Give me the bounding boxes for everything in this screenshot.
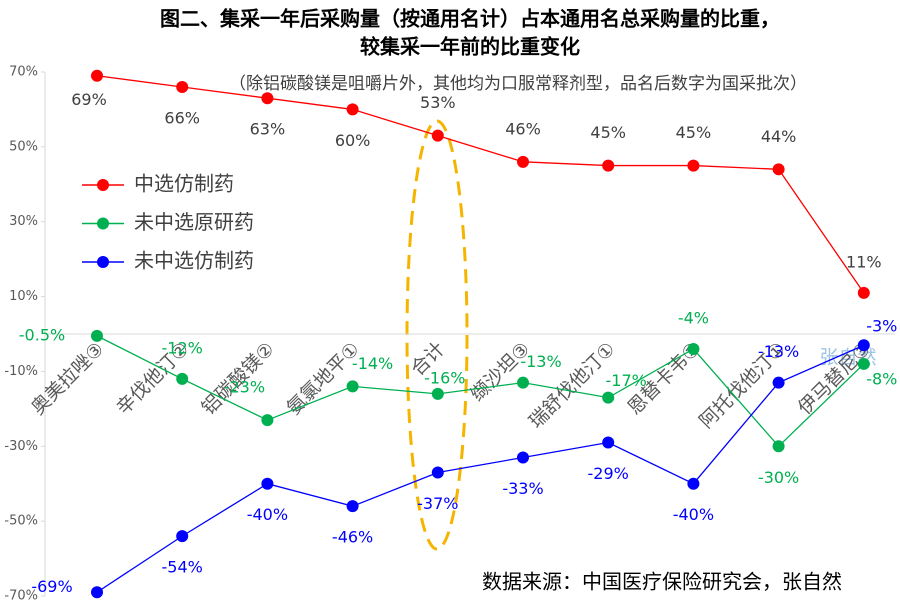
data-label: -46%	[332, 528, 373, 547]
data-label: -13%	[758, 342, 799, 361]
data-point	[857, 339, 870, 352]
data-point	[91, 329, 103, 342]
data-point	[687, 477, 700, 490]
legend-marker	[97, 256, 109, 268]
series-line	[96, 335, 865, 448]
data-point	[261, 477, 274, 490]
y-tick-label: 70%	[9, 65, 38, 80]
data-label: -33%	[502, 479, 543, 498]
data-label: -4%	[678, 308, 709, 327]
data-point	[857, 357, 870, 370]
data-label: 60%	[335, 131, 371, 150]
data-point	[517, 155, 529, 168]
x-tick-label: 奥美拉唑③	[27, 338, 108, 419]
legend-label: 未中选原研药	[134, 210, 254, 234]
data-point	[176, 80, 189, 93]
data-label: -40%	[247, 505, 288, 524]
data-label: 11%	[846, 252, 882, 271]
y-tick-label: 30%	[9, 214, 38, 229]
data-point	[602, 391, 615, 404]
data-point	[602, 159, 615, 172]
data-point	[687, 342, 700, 355]
data-label: -12%	[162, 338, 203, 357]
data-label: -69%	[31, 577, 72, 596]
data-label: 46%	[505, 119, 541, 138]
y-tick-label: -30%	[4, 439, 38, 454]
data-point	[772, 163, 785, 176]
data-point	[91, 586, 103, 599]
chart-title: 图二、集采一年后采购量（按通用名计）占本通用名总采购量的比重，	[160, 7, 780, 31]
data-label: 69%	[71, 90, 107, 109]
data-label: -30%	[758, 468, 799, 487]
legend-label: 未中选仿制药	[134, 249, 254, 273]
data-label: 45%	[590, 123, 626, 142]
data-point	[91, 69, 103, 82]
highlight-ellipse	[405, 119, 469, 551]
data-label: -8%	[866, 369, 897, 388]
data-point	[346, 500, 359, 513]
data-label: 66%	[164, 108, 200, 127]
data-label: -17%	[606, 371, 647, 390]
chart-title: 较集采一年前的比重变化	[360, 35, 580, 59]
data-point	[176, 530, 189, 543]
y-tick-label: -10%	[4, 364, 38, 379]
data-label: -3%	[866, 317, 897, 336]
x-tick-label: 缬沙坦③	[467, 338, 535, 406]
legend-marker	[97, 217, 109, 230]
data-label: 44%	[761, 127, 797, 146]
chart-subtitle: （除铝碳酸镁是咀嚼片外，其他均为口服常释剂型，品名后数字为国采批次）	[229, 74, 807, 94]
data-label: 45%	[676, 123, 712, 142]
series-line	[96, 344, 865, 593]
data-point	[431, 387, 444, 400]
data-point	[687, 159, 700, 172]
data-point	[772, 376, 785, 389]
y-tick-label: 50%	[9, 139, 38, 154]
data-point	[176, 372, 189, 385]
data-label: 53%	[420, 93, 456, 112]
data-label: -40%	[673, 505, 714, 524]
data-label: -0.5%	[19, 325, 65, 344]
data-label: -54%	[162, 558, 203, 577]
series-line	[96, 75, 865, 294]
data-point	[517, 376, 529, 389]
y-tick-label: 10%	[9, 289, 38, 304]
data-point	[431, 466, 444, 479]
data-point	[857, 286, 870, 299]
data-point	[772, 440, 785, 453]
data-point	[261, 92, 274, 105]
data-label: -13%	[520, 352, 561, 371]
data-label: 63%	[250, 120, 286, 139]
y-tick-label: -70%	[4, 589, 38, 604]
legend-marker	[97, 179, 109, 191]
data-point	[431, 129, 444, 142]
data-point	[517, 451, 529, 464]
data-label: -14%	[352, 354, 393, 373]
data-point	[346, 380, 359, 393]
source-note: 数据来源：中国医疗保险研究会，张自然	[482, 570, 842, 594]
data-label: -23%	[224, 378, 265, 397]
x-tick-label: 氨氯地平①	[283, 338, 364, 419]
legend-label: 中选仿制药	[134, 172, 234, 196]
data-label: -16%	[424, 368, 465, 387]
data-label: -37%	[417, 494, 458, 513]
y-tick-label: -50%	[4, 514, 38, 529]
data-point	[602, 436, 615, 449]
data-label: -29%	[588, 464, 629, 483]
data-point	[346, 103, 359, 116]
data-point	[261, 414, 274, 427]
